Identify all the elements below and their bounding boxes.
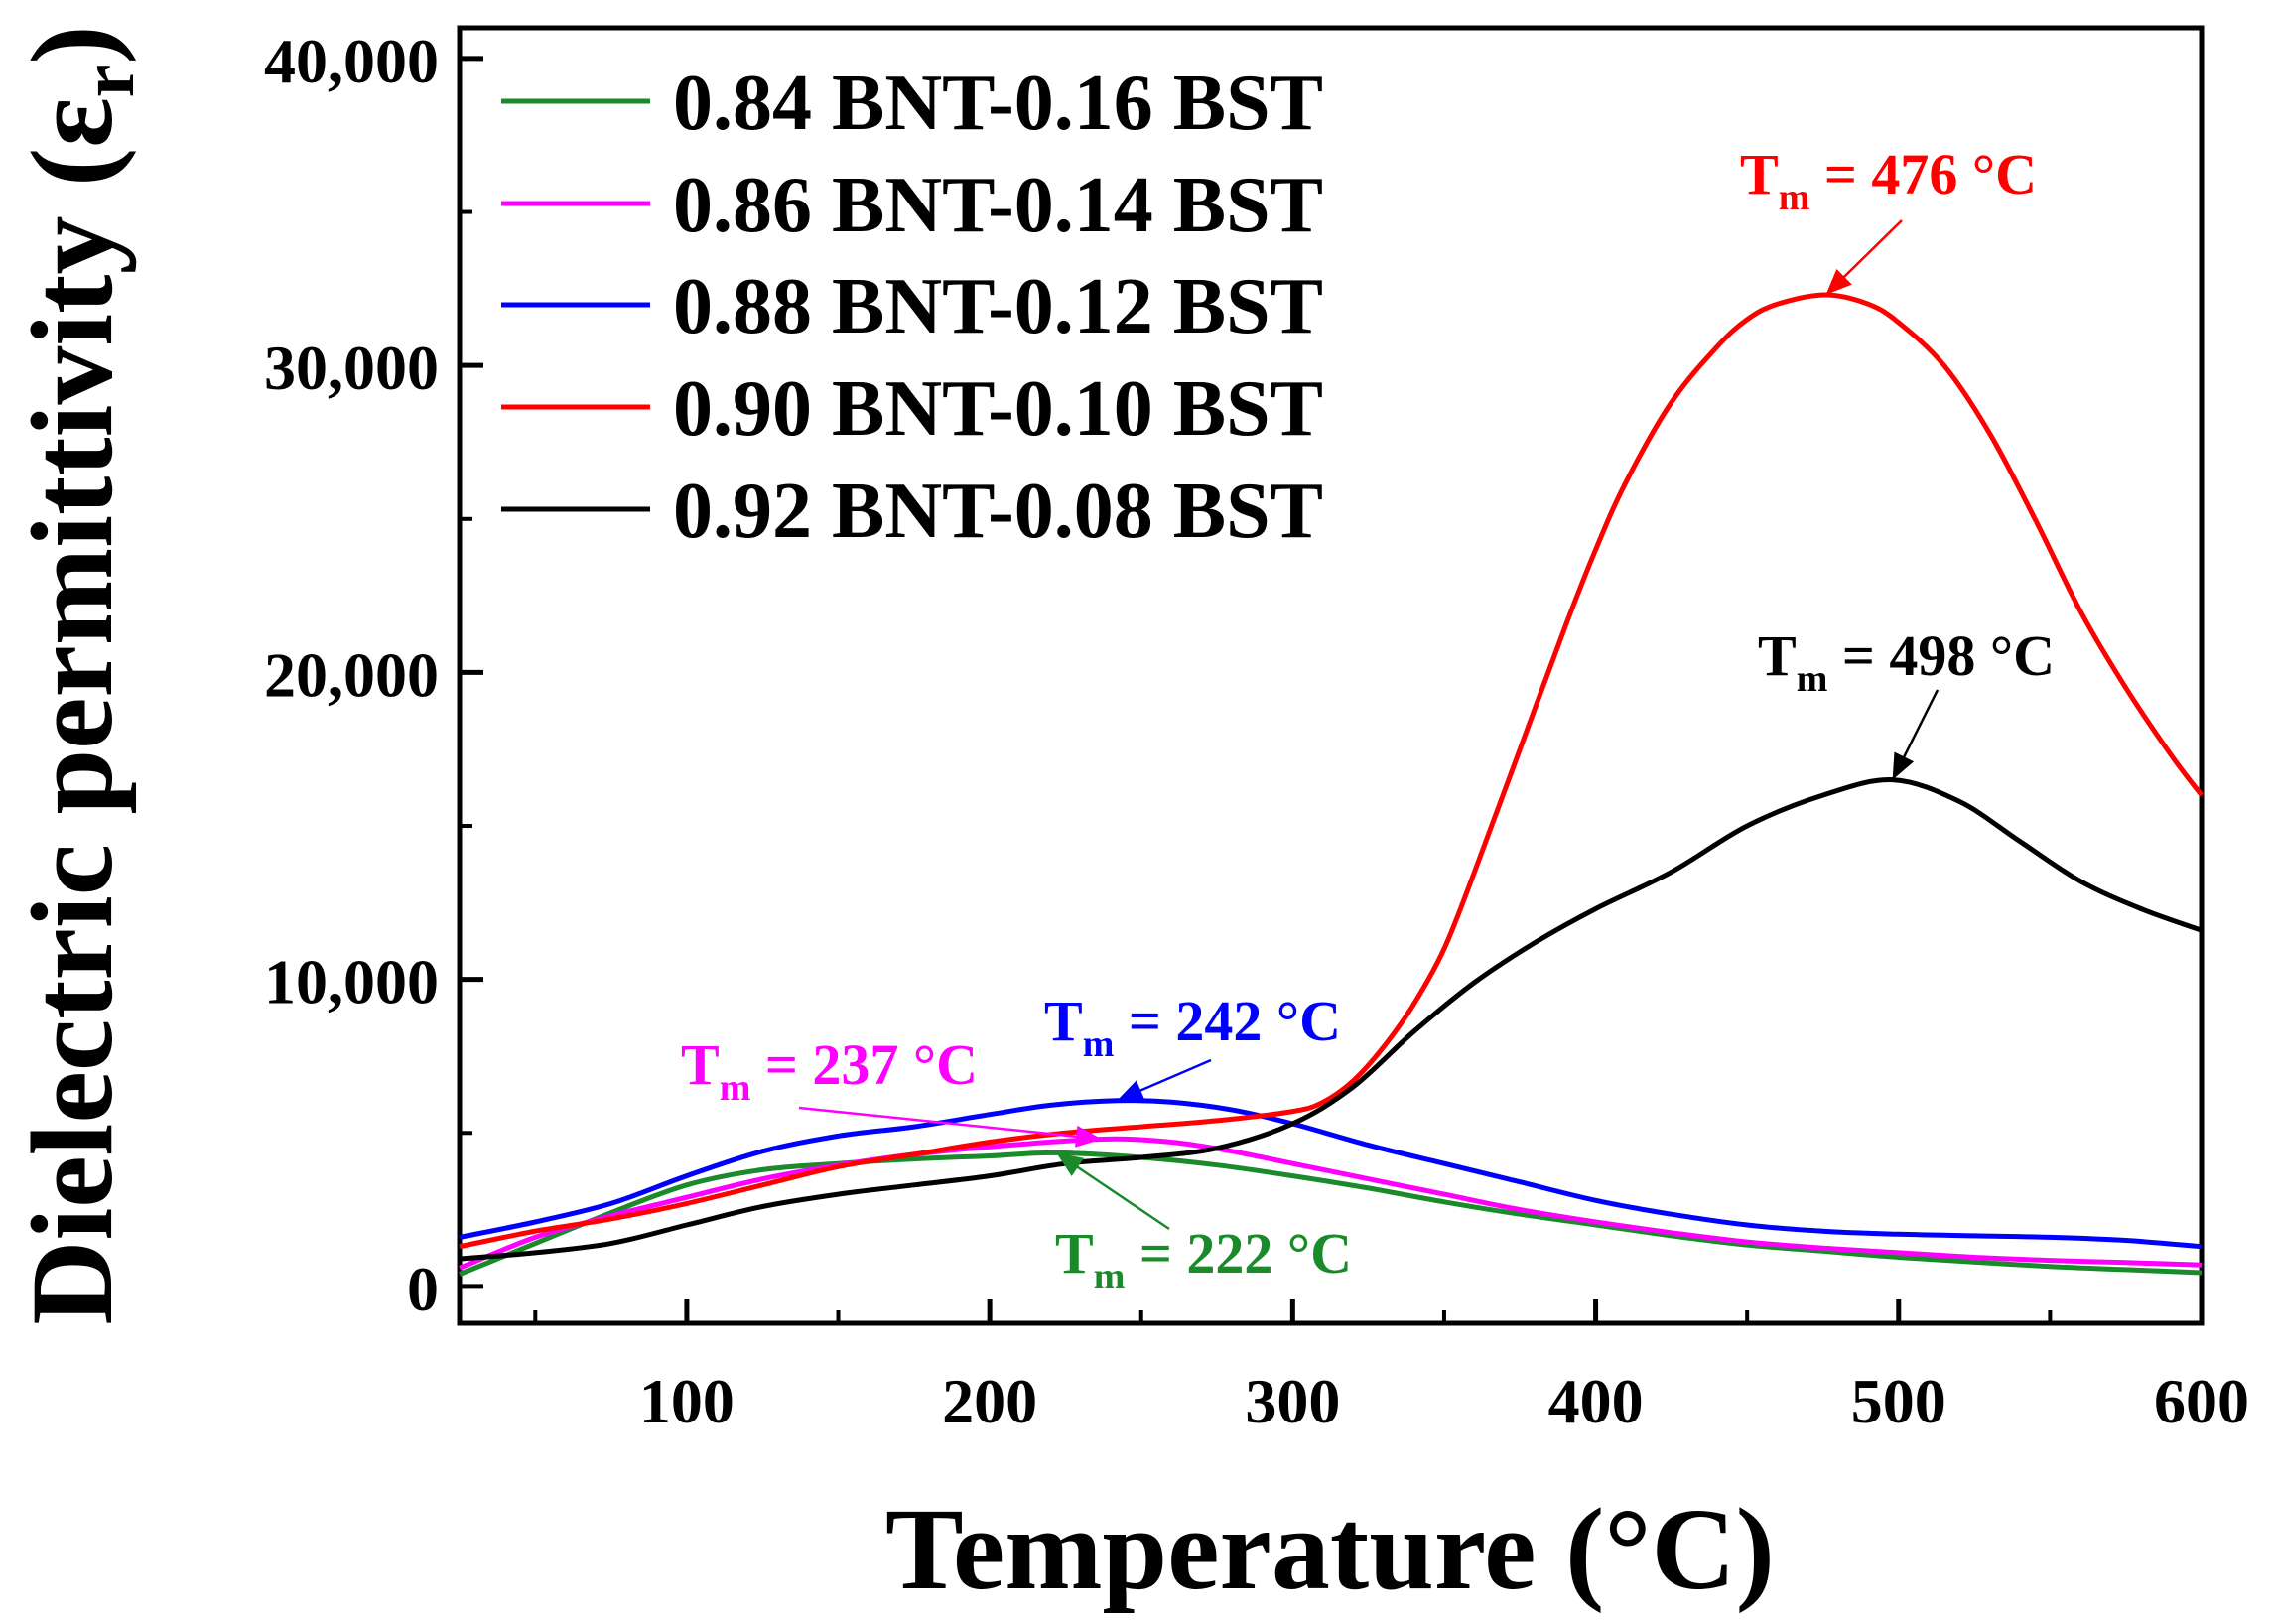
peak-annotation: Tm = 237 °C bbox=[681, 1032, 978, 1109]
y-tick-label: 30,000 bbox=[264, 333, 439, 403]
y-tick-label: 10,000 bbox=[264, 947, 439, 1017]
y-tick-labels: 0 10,000 20,000 30,000 40,000 bbox=[264, 26, 439, 1324]
annotation-arrowhead bbox=[1056, 1152, 1084, 1177]
annotation-arrowhead bbox=[1825, 268, 1852, 296]
annotation-arrowhead bbox=[1892, 751, 1915, 780]
y-axis-title-close: ) bbox=[7, 25, 137, 64]
annotation-arrow bbox=[798, 1106, 1103, 1141]
axis-ticks bbox=[460, 56, 2205, 1323]
x-tick-label: 200 bbox=[942, 1366, 1037, 1436]
x-tick-labels: 100 200 300 400 500 600 bbox=[639, 1366, 2249, 1436]
series-lines bbox=[459, 292, 2204, 1277]
legend: 0.84 BNT-0.16 BST 0.86 BNT-0.14 BST 0.88 B… bbox=[501, 60, 1323, 555]
series-line bbox=[459, 1150, 2203, 1277]
series-line bbox=[459, 777, 2203, 1262]
peak-annotation: Tm = 242 °C bbox=[1044, 989, 1341, 1065]
peak-annotation: Tm = 476 °C bbox=[1740, 142, 2037, 218]
x-tick-label: 300 bbox=[1245, 1366, 1340, 1436]
legend-label: 0.88 BNT-0.12 BST bbox=[673, 263, 1323, 350]
y-axis-title-sub: r bbox=[67, 65, 150, 98]
y-tick-label: 0 bbox=[407, 1254, 439, 1324]
y-axis-title: Dielectric permittivity (εr) bbox=[7, 25, 150, 1324]
series-line bbox=[459, 1136, 2203, 1271]
peak-annotation: Tm = 498 °C bbox=[1758, 623, 2055, 700]
legend-label: 0.92 BNT-0.08 BST bbox=[673, 468, 1323, 555]
legend-label: 0.90 BNT-0.10 BST bbox=[673, 365, 1323, 453]
annotation-arrowhead bbox=[1075, 1125, 1103, 1148]
x-tick-label: 100 bbox=[639, 1366, 735, 1436]
y-tick-label: 40,000 bbox=[264, 26, 439, 96]
y-tick-label: 20,000 bbox=[264, 639, 439, 710]
x-axis-title: Temperature (°C) bbox=[885, 1484, 1775, 1614]
legend-label: 0.84 BNT-0.16 BST bbox=[673, 60, 1323, 147]
x-tick-label: 500 bbox=[1851, 1366, 1946, 1436]
plot-frame bbox=[457, 25, 2205, 1326]
annotations: Tm = 476 °C Tm = 498 °C Tm = 242 °C Tm = 23… bbox=[681, 142, 2055, 1297]
x-tick-label: 600 bbox=[2154, 1366, 2249, 1436]
y-axis-title-main: Dielectric permittivity (ε bbox=[7, 97, 137, 1324]
series-line bbox=[459, 1098, 2203, 1250]
peak-annotation: Tm = 222 °C bbox=[1055, 1221, 1352, 1297]
legend-label: 0.86 BNT-0.14 BST bbox=[673, 162, 1323, 249]
x-tick-label: 400 bbox=[1548, 1366, 1644, 1436]
series-line bbox=[459, 292, 2204, 1250]
annotation-arrowhead bbox=[1117, 1080, 1145, 1101]
